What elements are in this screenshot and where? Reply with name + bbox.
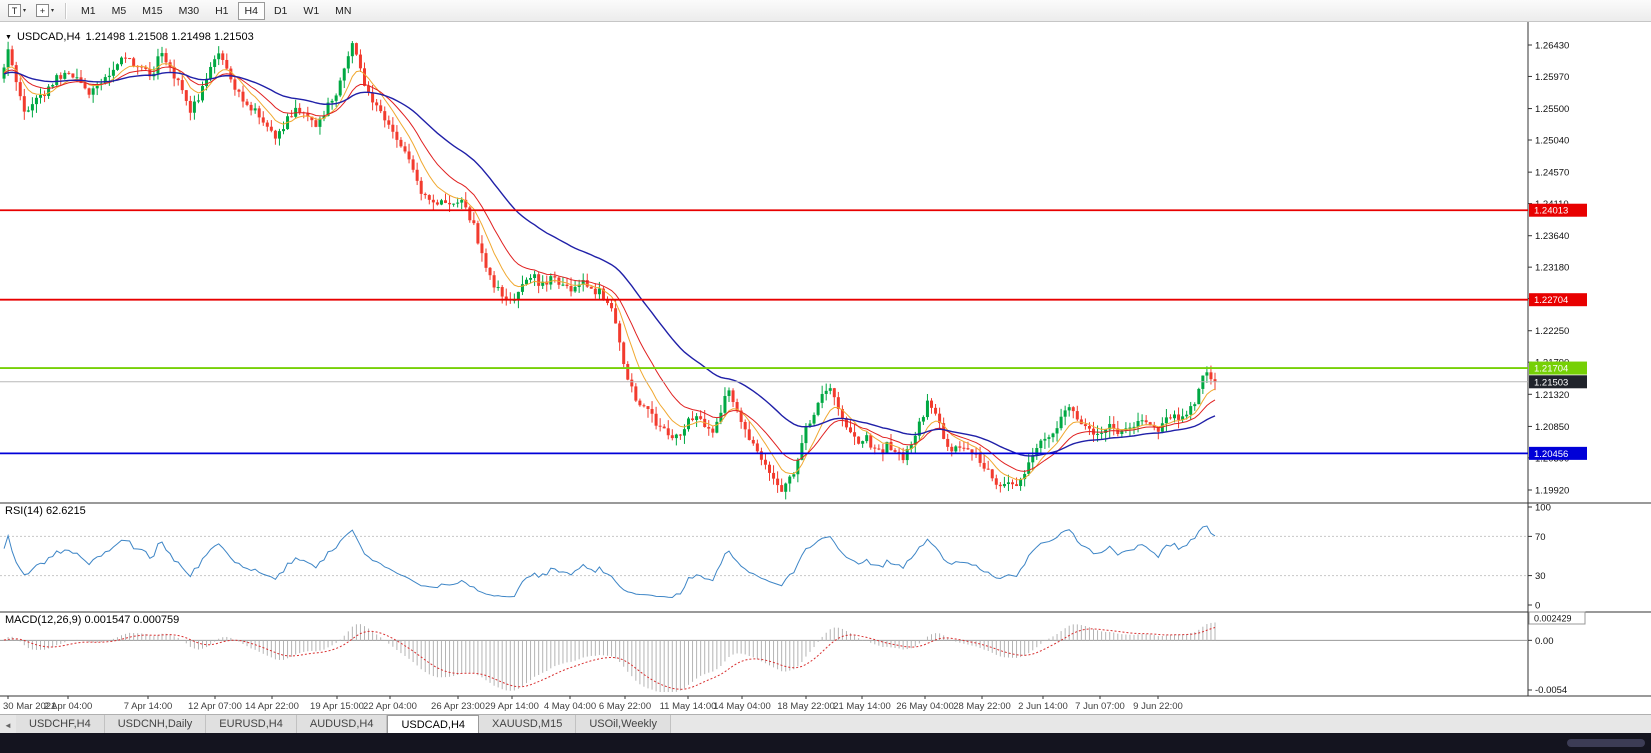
time-axis-label: 26 Apr 23:00 xyxy=(431,701,485,712)
macd-indicator-label: MACD(12,26,9) 0.001547 0.000759 xyxy=(5,614,180,626)
price-scale-label: 1.25970 xyxy=(1535,72,1569,83)
bid-price-tag-label: 1.21503 xyxy=(1534,377,1568,388)
chevron-down-icon: ▾ xyxy=(51,8,55,14)
scrollbar-thumb[interactable] xyxy=(1567,739,1645,747)
time-axis-label: 7 Apr 14:00 xyxy=(124,701,173,712)
price-scale-label: 1.25040 xyxy=(1535,136,1569,147)
chevron-down-icon: ▾ xyxy=(23,8,27,14)
price-scale-label: 1.24570 xyxy=(1535,168,1569,179)
toolbar-divider xyxy=(65,2,67,19)
time-axis-label: 18 May 22:00 xyxy=(777,701,835,712)
price-scale-label: 1.19920 xyxy=(1535,486,1569,497)
timeframe-button-m1[interactable]: M1 xyxy=(74,2,103,20)
macd-scale-bottom-label: -0.0054 xyxy=(1535,685,1567,696)
price-scale-label: 1.22250 xyxy=(1535,326,1569,337)
chart-tab-usdchf-h4[interactable]: USDCHF,H4 xyxy=(16,715,105,733)
price-scale-label: 1.25500 xyxy=(1535,104,1569,115)
template-icon: T xyxy=(8,4,21,17)
macd-scale-value-box xyxy=(1528,611,1586,625)
time-axis-label: 21 May 14:00 xyxy=(833,701,891,712)
timeframe-button-mn[interactable]: MN xyxy=(328,2,358,20)
rsi-scale-label: 70 xyxy=(1535,532,1546,543)
time-axis-label: 28 May 22:00 xyxy=(953,701,1011,712)
timeframe-button-d1[interactable]: D1 xyxy=(267,2,294,20)
time-axis-label: 2 Apr 04:00 xyxy=(44,701,93,712)
price-scale-label: 1.26430 xyxy=(1535,41,1569,52)
chart-tab-xauusd-m15[interactable]: XAUUSD,M15 xyxy=(479,715,577,733)
time-axis-label: 30 Mar 2021 xyxy=(3,701,56,712)
price-scale-label: 1.23640 xyxy=(1535,231,1569,242)
macd-scale-zero-label: 0.00 xyxy=(1535,636,1554,647)
chart-tab-usdcad-h4[interactable]: USDCAD,H4 xyxy=(387,715,480,733)
timeframe-button-h1[interactable]: H1 xyxy=(208,2,235,20)
macd-signal-line xyxy=(3,627,1216,690)
price-level-tag-label: 1.21704 xyxy=(1534,364,1568,375)
chart-tab-bar: ◄ USDCHF,H4 USDCNH,Daily EURUSD,H4 AUDUSD,H… xyxy=(0,714,1651,733)
chart-symbol-label: USDCAD,H4 xyxy=(16,31,81,43)
chart-template-button[interactable]: T ▾ xyxy=(4,2,30,19)
rsi-scale-label: 100 xyxy=(1535,503,1551,514)
price-chart-canvas[interactable]: 1.264301.259701.255001.250401.245701.241… xyxy=(0,22,1651,714)
time-axis-label: 29 Apr 14:00 xyxy=(485,701,539,712)
rsi-scale-label: 30 xyxy=(1535,571,1546,582)
ma-mid-line xyxy=(3,66,1216,472)
price-level-tag-label: 1.22704 xyxy=(1534,295,1568,306)
timeframe-button-m30[interactable]: M30 xyxy=(172,2,206,20)
time-axis-label: 14 May 04:00 xyxy=(713,701,771,712)
price-level-tag xyxy=(1529,293,1587,307)
crosshair-icon: + xyxy=(36,4,50,17)
rsi-line xyxy=(3,525,1216,599)
tab-scroll-left-icon[interactable]: ◄ xyxy=(4,721,12,730)
chart-quotes-label: 1.21498 1.21508 1.21498 1.21503 xyxy=(85,31,254,43)
timeframe-button-m5[interactable]: M5 xyxy=(105,2,134,20)
price-scale-label: 1.21320 xyxy=(1535,390,1569,401)
time-axis-label: 4 May 04:00 xyxy=(544,701,596,712)
ma-slow-line xyxy=(3,71,1216,457)
price-level-tag xyxy=(1529,203,1587,217)
time-axis-label: 2 Jun 14:00 xyxy=(1018,701,1068,712)
crosshair-button[interactable]: + ▾ xyxy=(32,2,58,19)
timeframe-button-h4[interactable]: H4 xyxy=(237,1,265,20)
chart-window[interactable]: 1.264301.259701.255001.250401.245701.241… xyxy=(0,22,1651,714)
chart-title: ▼ USDCAD,H4 1.21498 1.21508 1.21498 1.21… xyxy=(5,31,254,43)
time-axis-label: 11 May 14:00 xyxy=(660,701,717,712)
price-level-tag xyxy=(1529,446,1587,460)
price-level-tag-label: 1.20456 xyxy=(1534,449,1568,460)
price-level-tag xyxy=(1529,361,1587,375)
ma-fast-line xyxy=(3,63,1216,481)
timeframe-button-m15[interactable]: M15 xyxy=(135,2,169,20)
rsi-scale-label: 0 xyxy=(1535,601,1540,612)
time-axis-label: 14 Apr 22:00 xyxy=(245,701,299,712)
timeframe-button-w1[interactable]: W1 xyxy=(296,2,326,20)
price-scale-label: 1.23180 xyxy=(1535,263,1569,274)
chart-tab-eurusd-h4[interactable]: EURUSD,H4 xyxy=(206,715,297,733)
chart-tabs: USDCHF,H4 USDCNH,Daily EURUSD,H4 AUDUSD,H4 U… xyxy=(16,715,671,733)
top-toolbar: T ▾ + ▾ M1 M5 M15 M30 H1 H4 D1 W1 MN xyxy=(0,0,1651,22)
time-axis-label: 7 Jun 07:00 xyxy=(1075,701,1125,712)
chart-tab-audusd-h4[interactable]: AUDUSD,H4 xyxy=(296,715,388,733)
chart-tab-usdcnh-daily[interactable]: USDCNH,Daily xyxy=(104,715,207,733)
status-bar xyxy=(0,733,1651,753)
time-axis-label: 9 Jun 22:00 xyxy=(1133,701,1183,712)
time-axis-label: 19 Apr 15:00 xyxy=(310,701,364,712)
macd-scale-top-label: 0.002429 xyxy=(1534,614,1572,624)
collapse-icon[interactable]: ▼ xyxy=(5,33,12,41)
time-axis-label: 26 May 04:00 xyxy=(896,701,954,712)
time-axis-label: 6 May 22:00 xyxy=(599,701,651,712)
bid-price-tag xyxy=(1529,375,1587,389)
time-axis-label: 22 Apr 04:00 xyxy=(363,701,417,712)
time-axis-label: 12 Apr 07:00 xyxy=(188,701,242,712)
price-level-tag-label: 1.24013 xyxy=(1534,206,1568,217)
rsi-indicator-label: RSI(14) 62.6215 xyxy=(5,505,86,517)
chart-tab-usoil-weekly[interactable]: USOil,Weekly xyxy=(576,715,671,733)
price-scale-label: 1.20850 xyxy=(1535,422,1569,433)
timeframe-toolbar: M1 M5 M15 M30 H1 H4 D1 W1 MN xyxy=(73,1,359,20)
